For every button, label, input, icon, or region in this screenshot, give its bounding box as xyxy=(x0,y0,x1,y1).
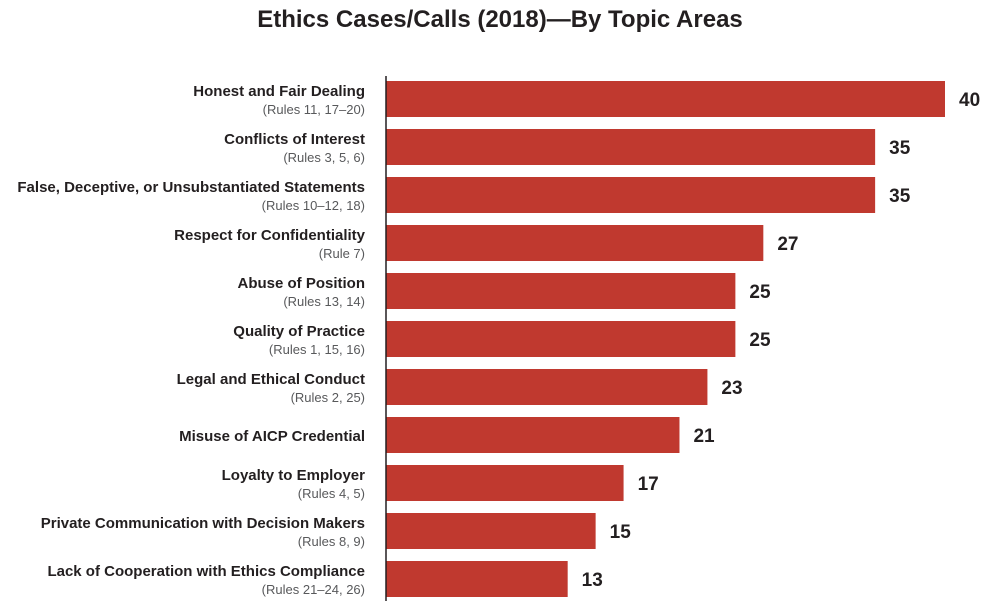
category-label: Conflicts of Interest xyxy=(224,131,365,148)
bar-value-label: 25 xyxy=(749,330,771,351)
bar xyxy=(386,129,876,165)
category-label: Honest and Fair Dealing xyxy=(193,83,365,100)
bar xyxy=(386,81,945,117)
bar-value-label: 35 xyxy=(889,186,911,207)
category-note: (Rules 3, 5, 6) xyxy=(283,150,365,165)
bar xyxy=(386,225,764,261)
chart-title: Ethics Cases/Calls (2018)—By Topic Areas xyxy=(257,6,743,33)
bar xyxy=(386,273,736,309)
category-note: (Rules 21–24, 26) xyxy=(262,582,365,597)
category-label: Lack of Cooperation with Ethics Complian… xyxy=(47,563,365,580)
bar xyxy=(386,417,680,453)
bar xyxy=(386,369,708,405)
category-label: Respect for Confidentiality xyxy=(174,227,366,244)
bar-value-label: 40 xyxy=(959,90,980,111)
bar-value-label: 23 xyxy=(721,378,742,399)
category-label: Abuse of Position xyxy=(238,275,366,292)
bar-value-label: 25 xyxy=(749,282,771,303)
category-note: (Rules 8, 9) xyxy=(298,534,365,549)
category-note: (Rules 1, 15, 16) xyxy=(269,342,365,357)
category-label: Legal and Ethical Conduct xyxy=(177,371,365,388)
category-label: Misuse of AICP Credential xyxy=(179,428,365,445)
category-label: Quality of Practice xyxy=(233,323,365,340)
category-note: (Rules 11, 17–20) xyxy=(263,102,365,117)
bar-value-label: 17 xyxy=(638,474,659,495)
bar-value-label: 21 xyxy=(693,426,715,447)
bar-value-label: 35 xyxy=(889,138,911,159)
bar xyxy=(386,321,736,357)
bar xyxy=(386,465,624,501)
bar xyxy=(386,513,596,549)
bar-value-label: 15 xyxy=(610,522,632,543)
category-note: (Rules 2, 25) xyxy=(291,390,365,405)
bar xyxy=(386,177,876,213)
category-note: (Rules 4, 5) xyxy=(298,486,365,501)
category-label: Loyalty to Employer xyxy=(222,467,366,484)
bar-value-label: 27 xyxy=(777,234,798,255)
category-label: False, Deceptive, or Unsubstantiated Sta… xyxy=(17,179,365,196)
bar xyxy=(386,561,568,597)
category-note: (Rule 7) xyxy=(319,246,365,261)
category-label: Private Communication with Decision Make… xyxy=(41,515,365,532)
category-note: (Rules 13, 14) xyxy=(283,294,365,309)
category-note: (Rules 10–12, 18) xyxy=(262,198,365,213)
bar-value-label: 13 xyxy=(582,570,603,591)
